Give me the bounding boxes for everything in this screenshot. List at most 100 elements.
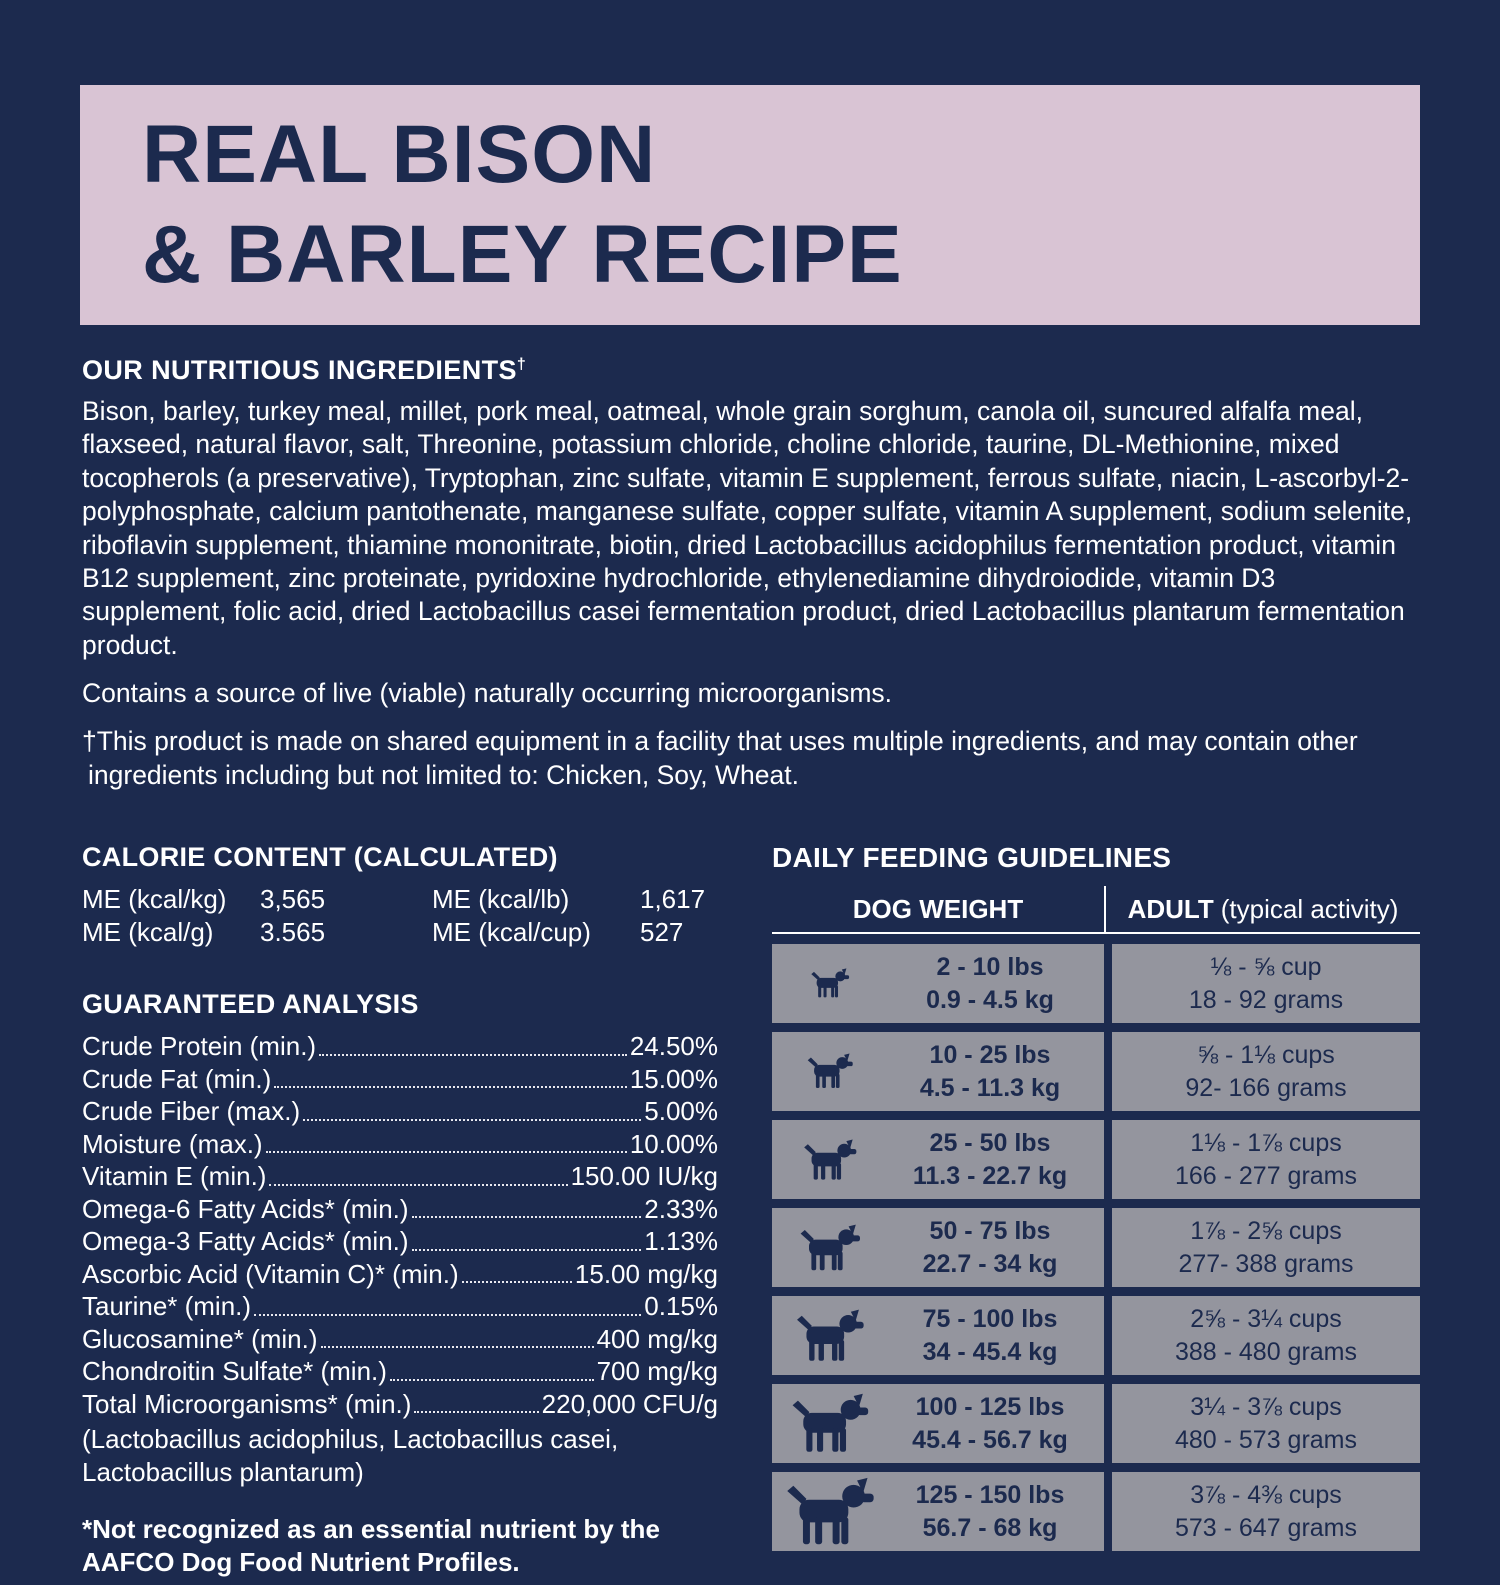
- weight-range: 50 - 75 lbs 22.7 - 34 kg: [888, 1215, 1104, 1280]
- portion-grams: 166 - 277 grams: [1174, 1161, 1358, 1190]
- analysis-value: 150.00 IU/kg: [570, 1161, 718, 1192]
- feeding-row: 75 - 100 lbs 34 - 45.4 kg 2⅝ - 3¼ cups 3…: [772, 1296, 1420, 1376]
- weight-range: 2 - 10 lbs 0.9 - 4.5 kg: [888, 951, 1104, 1016]
- weight-cell: 50 - 75 lbs 22.7 - 34 kg: [772, 1208, 1104, 1288]
- weight-cell: 2 - 10 lbs 0.9 - 4.5 kg: [772, 944, 1104, 1024]
- feeding-row: 50 - 75 lbs 22.7 - 34 kg 1⅞ - 2⅝ cups 27…: [772, 1208, 1420, 1288]
- weight-kg: 34 - 45.4 kg: [922, 1337, 1058, 1366]
- portion-grams: 18 - 92 grams: [1188, 985, 1344, 1014]
- weight-range: 75 - 100 lbs 34 - 45.4 kg: [888, 1303, 1104, 1368]
- analysis-value: 220,000 CFU/g: [541, 1388, 718, 1419]
- dog-icon: [787, 1477, 874, 1544]
- analysis-value: 1.13%: [644, 1226, 718, 1257]
- weight-kg: 0.9 - 4.5 kg: [926, 985, 1054, 1014]
- dot-leader: [254, 1313, 642, 1316]
- analysis-row: Crude Fat (min.) 15.00%: [82, 1063, 718, 1096]
- ingredients-heading-text: OUR NUTRITIOUS INGREDIENTS: [82, 355, 517, 385]
- portion-grams: 388 - 480 grams: [1174, 1337, 1358, 1366]
- portion-cups: 1⅞ - 2⅝ cups: [1190, 1217, 1342, 1246]
- dot-leader: [265, 1151, 627, 1154]
- portion-cell: 1⅞ - 2⅝ cups 277- 388 grams: [1112, 1208, 1420, 1288]
- ingredients-heading: OUR NUTRITIOUS INGREDIENTS†: [82, 355, 1420, 386]
- portion-cups: 1⅛ - 1⅞ cups: [1190, 1129, 1342, 1158]
- guaranteed-analysis-heading: GUARANTEED ANALYSIS: [82, 989, 419, 1020]
- portion-cell: ⅛ - ⅝ cup 18 - 92 grams: [1112, 944, 1420, 1024]
- portion-cups: ⅝ - 1⅛ cups: [1197, 1041, 1335, 1070]
- analysis-row: Moisture (max.) 10.00%: [82, 1128, 718, 1161]
- analysis-value: 2.33%: [644, 1193, 718, 1224]
- weight-cell: 25 - 50 lbs 11.3 - 22.7 kg: [772, 1120, 1104, 1200]
- feeding-table-rows: 2 - 10 lbs 0.9 - 4.5 kg ⅛ - ⅝ cup 18 - 9…: [772, 944, 1420, 1552]
- analysis-value: 15.00%: [629, 1063, 718, 1094]
- analysis-row: Ascorbic Acid (Vitamin C)* (min.) 15.00 m…: [82, 1258, 718, 1291]
- dot-leader: [389, 1378, 594, 1381]
- feeding-guidelines-section: DAILY FEEDING GUIDELINES DOG WEIGHT ADUL…: [772, 842, 1420, 1579]
- weight-kg: 45.4 - 56.7 kg: [912, 1425, 1068, 1454]
- analysis-row: Omega-3 Fatty Acids* (min.) 1.13%: [82, 1225, 718, 1258]
- weight-cell: 75 - 100 lbs 34 - 45.4 kg: [772, 1296, 1104, 1376]
- dot-leader: [319, 1053, 627, 1056]
- dog-icon: [811, 968, 850, 998]
- dog-icon: [772, 1309, 888, 1363]
- lower-columns: CALORIE CONTENT (CALCULATED) ME (kcal/kg…: [82, 842, 1420, 1579]
- analysis-value: 5.00%: [644, 1096, 718, 1127]
- analysis-label: Ascorbic Acid (Vitamin C)* (min.): [82, 1258, 459, 1289]
- typical-activity-label: (typical activity): [1220, 893, 1399, 924]
- dog-icon: [807, 1053, 853, 1089]
- analysis-row: Crude Fiber (max.) 5.00%: [82, 1095, 718, 1128]
- shared-equipment-footnote: †This product is made on shared equipmen…: [82, 726, 1358, 790]
- ingredients-list: Bison, barley, turkey meal, millet, pork…: [82, 396, 1413, 660]
- calorie-value: 3,565: [260, 884, 326, 915]
- weight-lbs: 125 - 150 lbs: [915, 1481, 1065, 1510]
- analysis-value: 15.00 mg/kg: [574, 1258, 718, 1289]
- calorie-content-heading: CALORIE CONTENT (CALCULATED): [82, 842, 558, 873]
- microorganism-species-note: (Lactobacillus acidophilus, Lactobacillu…: [82, 1424, 619, 1488]
- portion-cups: 3¼ - 3⅞ cups: [1190, 1393, 1342, 1422]
- weight-cell: 10 - 25 lbs 4.5 - 11.3 kg: [772, 1032, 1104, 1112]
- calorie-value: 1,617: [640, 884, 706, 915]
- calorie-label: ME (kcal/g): [82, 917, 214, 948]
- weight-lbs: 100 - 125 lbs: [915, 1393, 1065, 1422]
- feeding-row: 2 - 10 lbs 0.9 - 4.5 kg ⅛ - ⅝ cup 18 - 9…: [772, 944, 1420, 1024]
- adult-label: ADULT: [1127, 893, 1214, 924]
- analysis-label: Vitamin E (min.): [82, 1161, 267, 1192]
- portion-grams: 480 - 573 grams: [1174, 1425, 1358, 1454]
- feeding-guidelines-heading: DAILY FEEDING GUIDELINES: [772, 842, 1172, 874]
- analysis-label: Omega-6 Fatty Acids* (min.): [82, 1193, 409, 1224]
- analysis-row: Taurine* (min.) 0.15%: [82, 1290, 718, 1323]
- dot-leader: [269, 1183, 568, 1186]
- analysis-label: Crude Protein (min.): [82, 1031, 317, 1062]
- calorie-value: 3.565: [260, 917, 326, 948]
- analysis-label: Total Microorganisms* (min.): [82, 1388, 412, 1419]
- title-banner: REAL BISON & BARLEY RECIPE: [80, 85, 1420, 325]
- calorie-label: ME (kcal/kg): [82, 884, 227, 915]
- analysis-value: 10.00%: [629, 1128, 718, 1159]
- dog-food-label: { "colors": { "background": "#1c2a4e", "…: [0, 85, 1500, 1585]
- weight-lbs: 25 - 50 lbs: [929, 1129, 1051, 1158]
- portion-cell: 2⅝ - 3¼ cups 388 - 480 grams: [1112, 1296, 1420, 1376]
- portion-cups: 2⅝ - 3¼ cups: [1190, 1305, 1342, 1334]
- dog-icon: [772, 1139, 888, 1181]
- analysis-label: Crude Fat (min.): [82, 1063, 272, 1094]
- analysis-label: Moisture (max.): [82, 1128, 263, 1159]
- dog-icon: [772, 1053, 888, 1089]
- weight-range: 25 - 50 lbs 11.3 - 22.7 kg: [888, 1127, 1104, 1192]
- dog-icon: [797, 1309, 864, 1361]
- weight-kg: 4.5 - 11.3 kg: [919, 1073, 1061, 1102]
- feeding-row: 10 - 25 lbs 4.5 - 11.3 kg ⅝ - 1⅛ cups 92…: [772, 1032, 1420, 1112]
- feeding-row: 100 - 125 lbs 45.4 - 56.7 kg 3¼ - 3⅞ cup…: [772, 1384, 1420, 1464]
- feeding-row: 25 - 50 lbs 11.3 - 22.7 kg 1⅛ - 1⅞ cups …: [772, 1120, 1420, 1200]
- dot-leader: [461, 1281, 572, 1284]
- portion-cups: 3⅞ - 4⅜ cups: [1190, 1481, 1342, 1510]
- portion-cell: ⅝ - 1⅛ cups 92- 166 grams: [1112, 1032, 1420, 1112]
- weight-kg: 22.7 - 34 kg: [922, 1249, 1058, 1278]
- analysis-label: Chondroitin Sulfate* (min.): [82, 1356, 387, 1387]
- dog-icon: [804, 1139, 857, 1180]
- analysis-row: Omega-6 Fatty Acids* (min.) 2.33%: [82, 1193, 718, 1226]
- weight-lbs: 75 - 100 lbs: [922, 1305, 1058, 1334]
- dot-leader: [320, 1346, 594, 1349]
- analysis-value: 700 mg/kg: [596, 1356, 718, 1387]
- dot-leader: [411, 1216, 642, 1219]
- dog-icon: [772, 1393, 888, 1454]
- weight-range: 100 - 125 lbs 45.4 - 56.7 kg: [888, 1391, 1104, 1456]
